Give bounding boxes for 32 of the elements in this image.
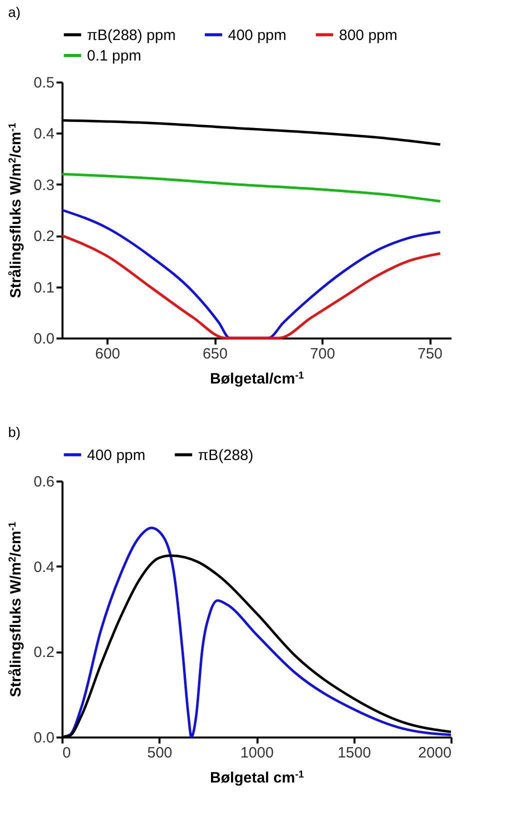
x-tick-label: 650 <box>202 346 228 362</box>
x-tick-label: 750 <box>417 346 443 362</box>
chart-title: b) <box>8 424 21 440</box>
legend-label: 400 ppm <box>228 26 286 44</box>
line-series <box>60 208 442 340</box>
y-tick-label: 0.4 <box>34 126 54 143</box>
x-tick-label: 500 <box>147 744 172 762</box>
y-tick-label: 0.2 <box>34 228 54 246</box>
x-tick-label: 2000 <box>418 744 452 762</box>
x-tick-label: 600 <box>95 346 120 362</box>
x-axis-title: Bølgetal cm$^{-1}$ <box>210 769 304 786</box>
x-axis-title: Bølgetal/cm$^{-1}$ <box>210 370 304 388</box>
y-tick-label: 0.1 <box>34 279 54 296</box>
legend-label: πB(288) <box>198 446 254 464</box>
y-tick-label: 0.6 <box>34 474 54 490</box>
x-tick-label: 0 <box>62 744 71 762</box>
y-tick-label: 0.0 <box>34 330 54 348</box>
legend-label: 0.1 ppm <box>87 48 142 64</box>
y-tick-label: 0.5 <box>34 74 54 92</box>
x-tick-label: 700 <box>310 346 336 362</box>
line-series <box>60 234 442 340</box>
y-tick-label: 0.4 <box>34 558 54 576</box>
x-tick-label: 1000 <box>240 744 274 762</box>
y-tick-label: 0.2 <box>34 644 54 662</box>
y-tick-label: 0.0 <box>34 730 54 746</box>
chart-title: a) <box>8 4 21 20</box>
line-series <box>60 172 442 203</box>
y-tick-label: 0.3 <box>34 176 54 194</box>
legend-label: 400 ppm <box>87 446 146 464</box>
legend-label: 800 ppm <box>339 26 398 44</box>
legend-label: πB(288) ppm <box>87 26 176 44</box>
x-tick-label: 1500 <box>338 744 371 762</box>
